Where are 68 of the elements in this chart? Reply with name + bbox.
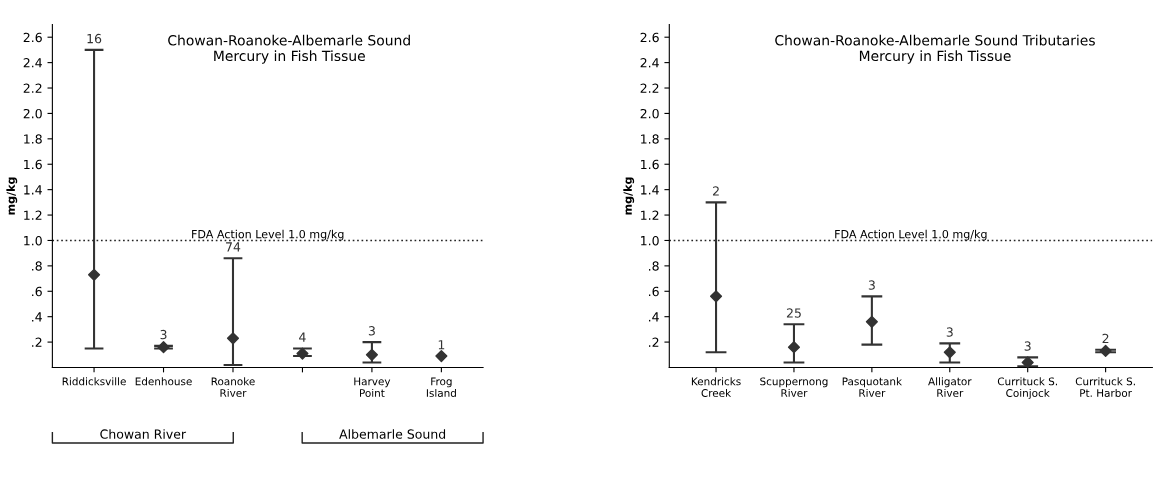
y-tick-label: .2 — [648, 337, 659, 347]
x-tick-label: Roanoke River — [211, 377, 255, 397]
y-tick-label: .4 — [32, 312, 42, 322]
y-tick-label: 1.8 — [24, 134, 42, 144]
y-tick-label: 1.8 — [641, 134, 659, 144]
y-tick-label: .8 — [648, 261, 659, 271]
point — [435, 349, 448, 363]
y-tick-label: 2.6 — [640, 32, 659, 43]
annotation: 25 — [786, 308, 801, 318]
annotation: 3 — [1024, 341, 1031, 351]
y-tick-label: .4 — [648, 312, 659, 322]
y-tick-label: 1.0 — [24, 235, 42, 246]
annotation: 16 — [87, 33, 102, 44]
y-tick-label: 1.4 — [24, 185, 42, 195]
text: Albemarle Sound — [339, 429, 446, 439]
text: Chowan-Roanoke-Albemarle Sound Mercury in Fish Tissue — [168, 34, 410, 64]
x-tick-label: Harvey Point — [354, 377, 391, 397]
y-tick-label: 1.2 — [24, 210, 42, 220]
annotation: 2 — [712, 186, 719, 196]
y-tick-label: 2.0 — [23, 108, 42, 119]
y-tick-label: 2.4 — [640, 58, 659, 68]
annotation: 4 — [299, 332, 306, 342]
annotation: 3 — [868, 280, 875, 290]
point — [865, 315, 878, 328]
point — [365, 348, 378, 361]
y-tick-label: 1.0 — [641, 235, 659, 246]
x-tick-label: Currituck S. Pt. Harbor — [1075, 377, 1135, 397]
annotation: 74 — [226, 242, 241, 252]
y-tick-label: .2 — [32, 337, 42, 347]
y-tick-label: 2.0 — [640, 108, 659, 119]
y-tick-label: 2.6 — [23, 32, 42, 43]
point — [709, 290, 723, 303]
y-tick-label: 1.2 — [641, 210, 659, 220]
annotation: 3 — [946, 327, 953, 337]
text: Chowan River — [100, 429, 187, 439]
point — [787, 341, 801, 354]
ref-line-label: FDA Action Level 1.0 mg/kg — [192, 229, 344, 241]
point — [87, 268, 101, 281]
x-tick-label: Alligator River — [928, 377, 972, 397]
x-tick-label: Edenhouse — [135, 377, 192, 386]
x-tick-label: Pasquotank River — [842, 377, 902, 397]
y-tick-label: .6 — [32, 286, 42, 297]
y-tick-label: .6 — [648, 286, 659, 297]
y-tick-label: 2.2 — [23, 83, 42, 93]
text: Chowan-Roanoke-Albemarle Sound Tributaries Mercury in Fish Tissue — [775, 34, 1095, 64]
annotation: 3 — [368, 326, 375, 336]
y-tick-label: 1.6 — [641, 159, 659, 170]
x-tick-label: Frog Island — [426, 377, 456, 397]
x-tick-label: Currituck S. Coinjock — [997, 377, 1057, 399]
point — [943, 346, 956, 359]
point — [1021, 356, 1034, 368]
y-tick-label: 2.4 — [23, 58, 42, 68]
ref-line-label: FDA Action Level 1.0 mg/kg — [835, 229, 987, 241]
y-tick-label: 2.2 — [640, 83, 659, 93]
point — [226, 332, 240, 345]
y-tick-label: 1.4 — [641, 185, 659, 195]
point — [157, 341, 170, 354]
annotation: 3 — [160, 329, 167, 340]
y-tick-label: .8 — [32, 261, 42, 271]
y-axis-title: mg/kg — [6, 177, 18, 215]
y-axis-title: mg/kg — [623, 177, 635, 215]
x-tick-label: Kendricks Creek — [691, 377, 741, 397]
x-tick-label: Riddicksville — [62, 377, 126, 386]
point — [1099, 344, 1112, 358]
annotation: 1 — [438, 340, 445, 350]
x-tick-label: Scuppernong River — [760, 377, 828, 397]
annotation: 2 — [1102, 333, 1109, 343]
y-tick-label: 1.6 — [24, 159, 42, 170]
